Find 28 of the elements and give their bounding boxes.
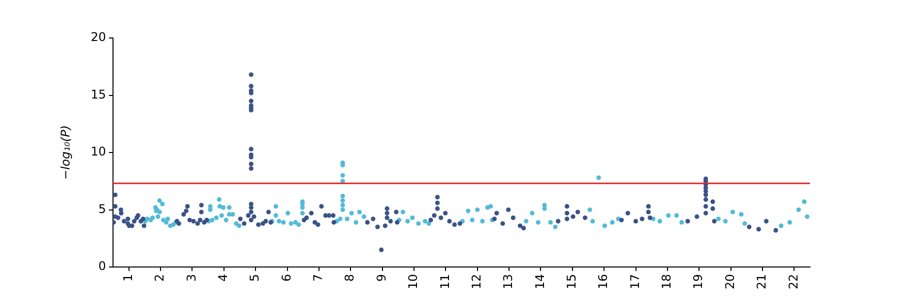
- y-tick-label: 20: [90, 30, 106, 44]
- x-tick-label: 15: [564, 274, 579, 290]
- x-tick-label: 13: [501, 274, 516, 290]
- x-tick-label: 18: [660, 274, 674, 290]
- y-tick-label: 0: [98, 259, 106, 274]
- x-tick-label: 12: [469, 274, 484, 290]
- x-tick-label: 3: [184, 274, 198, 282]
- y-tick-label: 15: [90, 87, 106, 102]
- x-tick-label: 7: [311, 274, 326, 282]
- x-tick-label: 11: [438, 274, 452, 290]
- y-axis-title: −log₁₀(P): [58, 125, 72, 180]
- x-tick-label: 17: [628, 274, 642, 290]
- x-tick-label: 5: [248, 274, 262, 282]
- x-tick-label: 22: [786, 274, 800, 290]
- x-tick-label: 2: [152, 274, 167, 282]
- x-tick-label: 8: [342, 274, 357, 282]
- x-tick-label: 14: [532, 274, 547, 290]
- x-tick-label: 6: [279, 274, 294, 282]
- x-tick-label: 9: [374, 274, 388, 282]
- x-tick-label: 20: [722, 274, 737, 290]
- y-tick-label: 5: [98, 202, 106, 216]
- x-tick-label: 16: [596, 274, 610, 290]
- x-tick-label: 10: [406, 274, 420, 290]
- y-tick-label: 10: [90, 144, 106, 159]
- x-tick-label: 19: [691, 274, 706, 290]
- x-tick-label: 1: [120, 274, 135, 282]
- x-tick-label: 21: [754, 274, 769, 290]
- x-tick-label: 4: [216, 274, 230, 282]
